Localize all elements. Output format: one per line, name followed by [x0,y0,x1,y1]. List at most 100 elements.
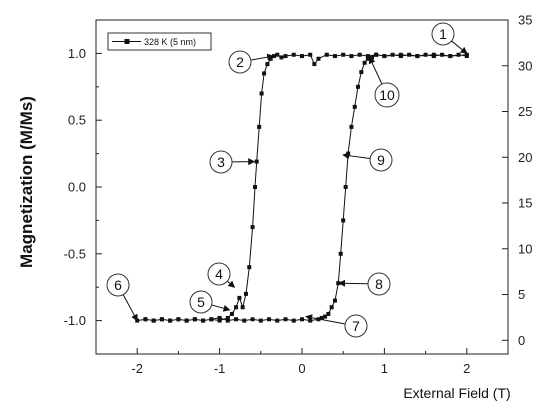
y2-tick-label: 15 [518,196,532,211]
data-point [283,54,288,59]
x-tick-label: -1 [214,361,226,376]
data-point [250,317,255,322]
y-tick-label: 0.0 [68,180,86,195]
data-point [398,52,403,57]
data-point [456,52,461,57]
data-point [332,298,337,303]
data-point [259,91,264,96]
callout-label: 4 [215,266,223,282]
data-point [349,54,354,59]
data-point [291,52,296,57]
data-point [308,318,313,323]
series-line [137,54,467,322]
data-point [312,62,317,67]
data-point [390,52,395,57]
x-tick-label: 2 [463,361,470,376]
data-point [253,185,258,189]
callout-annotations: 1 2 3 45 6 7 8 9 10 [106,22,468,338]
data-point [209,317,214,322]
data-series [135,52,469,323]
data-point [382,54,387,59]
callout-label: 1 [439,26,447,42]
data-point [234,305,239,310]
callout-arrow [250,53,275,61]
data-point [365,54,370,59]
data-point [234,317,239,322]
data-point [362,60,367,65]
plot-border [95,19,509,355]
legend: 328 K (5 nm) [107,32,212,51]
data-point [338,251,343,256]
data-point [359,70,364,75]
callout-arrow [227,280,236,288]
y2-tick-label: 10 [518,241,532,256]
data-point [151,318,156,323]
callout-label: 3 [217,154,225,170]
x-axis-label: External Field (T) [403,385,510,401]
callout-circle [344,314,368,338]
data-point [326,311,331,316]
data-point [319,315,324,320]
x-axis-ticks: -2 -1 0 1 2 [95,348,509,376]
data-point [257,124,262,129]
callout-circle [431,22,455,46]
data-point [283,317,288,322]
data-point [254,159,259,164]
data-point [217,315,222,320]
data-point [265,62,270,67]
data-point [356,84,361,89]
data-point [316,56,321,61]
data-point [250,225,255,230]
data-point [323,314,328,319]
data-point [143,317,148,322]
callout-arrow [211,304,231,312]
data-point [349,124,354,129]
data-point [341,218,346,223]
callout-circle [106,273,130,297]
data-point [332,54,337,59]
y2-tick-label: 5 [518,287,525,302]
x-tick-label: 1 [381,361,388,376]
data-point [341,52,346,57]
y2-tick-label: 35 [518,13,532,28]
data-point [448,54,453,59]
callout-label: 7 [352,318,360,334]
legend-box [107,32,212,51]
callout-circle [369,148,393,172]
data-point [279,55,284,60]
data-point [431,52,436,57]
data-point [440,52,445,57]
data-point [229,311,234,316]
data-point [247,265,252,270]
y-tick-label: 1.0 [68,46,86,61]
y2-tick-label: 30 [518,58,532,73]
callout-label: 6 [114,277,122,293]
callout-arrow [122,294,138,322]
y-tick-label: -0.5 [64,246,86,261]
callout-label: 8 [375,276,383,292]
data-point [217,318,222,323]
data-point [407,52,412,57]
y-tick-label: -1.0 [64,313,86,328]
y-axis-ticks: -1.0 -0.5 0.0 0.5 1.0 [64,19,102,355]
data-point [415,54,420,59]
y-tick-label: 0.5 [68,113,86,128]
data-point [464,52,469,57]
callout-label: 2 [236,54,244,70]
data-point [324,52,329,57]
x-tick-label: 0 [298,361,305,376]
callout-circle [228,50,252,74]
callout-arrow [338,279,369,287]
data-point [176,317,181,322]
callout-label: 5 [197,294,205,310]
data-point [365,56,370,61]
data-point [159,317,164,322]
data-point [242,318,247,323]
data-point [308,52,313,57]
data-point [237,295,242,300]
data-point [168,318,173,323]
right-y-axis-ticks: 0 5 10 15 20 25 30 35 [502,13,532,348]
callout-label: 10 [379,87,395,103]
data-point [300,317,304,322]
callout-circle [374,82,400,108]
